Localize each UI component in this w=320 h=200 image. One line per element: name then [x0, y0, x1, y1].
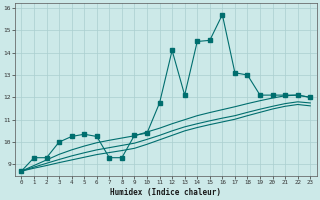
X-axis label: Humidex (Indice chaleur): Humidex (Indice chaleur) — [110, 188, 221, 197]
